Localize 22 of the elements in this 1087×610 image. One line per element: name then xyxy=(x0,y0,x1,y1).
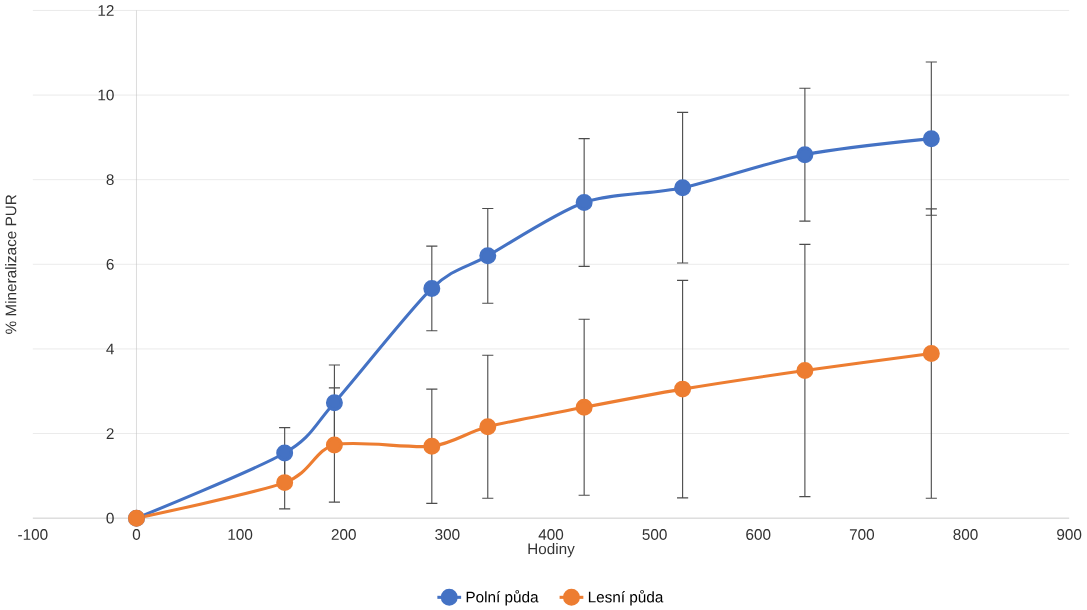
y-tick-label: 12 xyxy=(98,5,114,16)
y-tick-label: 4 xyxy=(106,343,114,355)
x-tick-label: 300 xyxy=(435,529,460,540)
y-tick-label: 2 xyxy=(106,428,114,439)
x-tick-label: 0 xyxy=(132,529,141,540)
x-tick-label: 400 xyxy=(538,529,564,540)
x-tick-label: 500 xyxy=(642,529,667,540)
x-tick-label: 800 xyxy=(953,529,978,540)
x-tick-label: -100 xyxy=(18,529,48,540)
y-tick-label: 0 xyxy=(106,512,114,524)
x-tick-label: 600 xyxy=(746,529,771,540)
x-tick-label: 100 xyxy=(228,529,253,540)
legend-label: Polní půda xyxy=(466,589,539,606)
x-axis-title: Hodiny xyxy=(528,542,575,558)
y-tick-label: 8 xyxy=(106,174,114,186)
x-tick-label: 900 xyxy=(1057,529,1082,540)
x-tick-label: 700 xyxy=(849,529,875,540)
x-tick-label: 200 xyxy=(331,529,356,540)
y-axis-title: % Mineralizace PUR xyxy=(5,194,17,334)
y-tick-label: 6 xyxy=(106,258,114,270)
y-tick-label: 10 xyxy=(98,89,114,101)
legend-label: Lesní půda xyxy=(588,589,664,606)
